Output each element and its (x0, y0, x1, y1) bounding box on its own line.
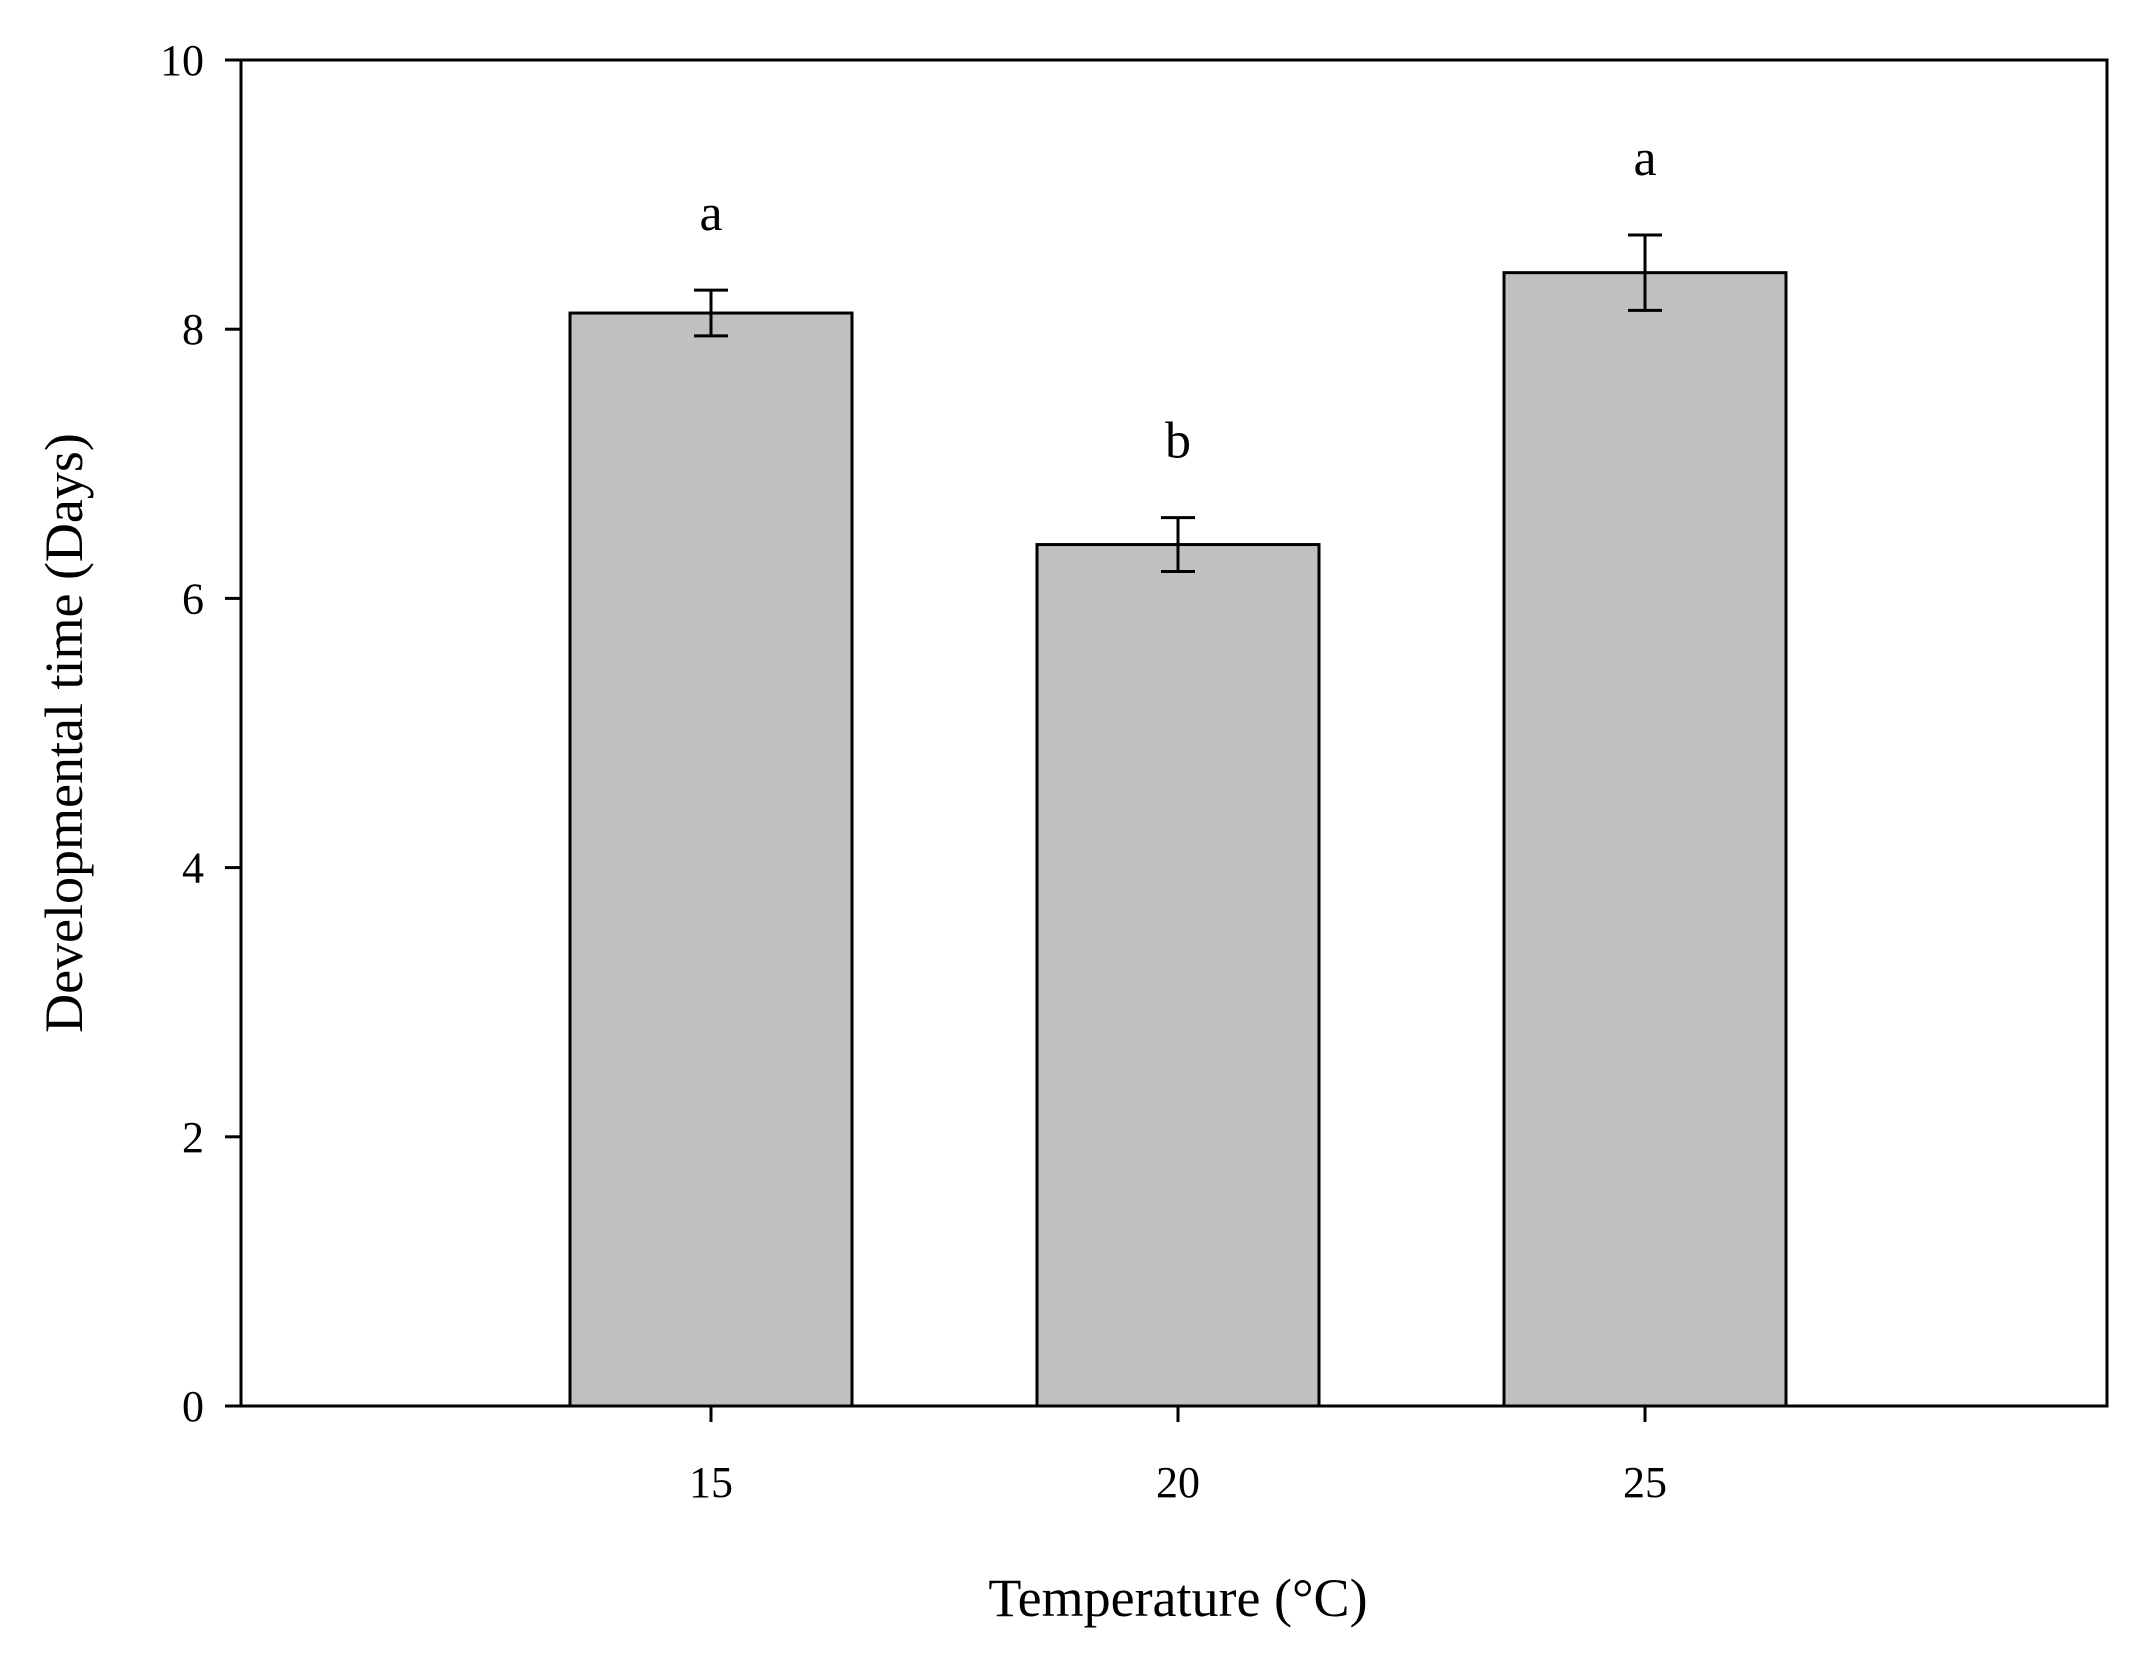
x-axis-title: Temperature (°C) (988, 1568, 1367, 1628)
significance-labels-group: a b a (699, 130, 1656, 470)
y-axis-ticks: 0 2 4 6 8 10 (160, 36, 241, 1431)
y-axis-title: Developmental time (Days) (34, 433, 94, 1033)
significance-label-25: a (1633, 130, 1656, 187)
y-tick-label-0: 0 (182, 1382, 204, 1431)
plot-frame (239, 58, 2109, 1408)
bar-15 (568, 311, 854, 1408)
y-tick-label-6: 6 (182, 574, 204, 623)
y-tick-label-10: 10 (160, 36, 204, 85)
x-axis-ticks: 15 20 25 (689, 1406, 1667, 1507)
significance-label-15: a (699, 185, 722, 242)
x-tick-label-15: 15 (689, 1458, 733, 1507)
y-tick-label-8: 8 (182, 305, 204, 354)
significance-label-20: b (1165, 413, 1191, 470)
bar-25 (1502, 271, 1788, 1408)
error-bars-group (694, 233, 1662, 573)
y-tick-label-2: 2 (182, 1113, 204, 1162)
x-tick-label-20: 20 (1156, 1458, 1200, 1507)
x-tick-label-25: 25 (1623, 1458, 1667, 1507)
bar-20 (1035, 543, 1321, 1408)
y-tick-label-4: 4 (182, 844, 204, 893)
